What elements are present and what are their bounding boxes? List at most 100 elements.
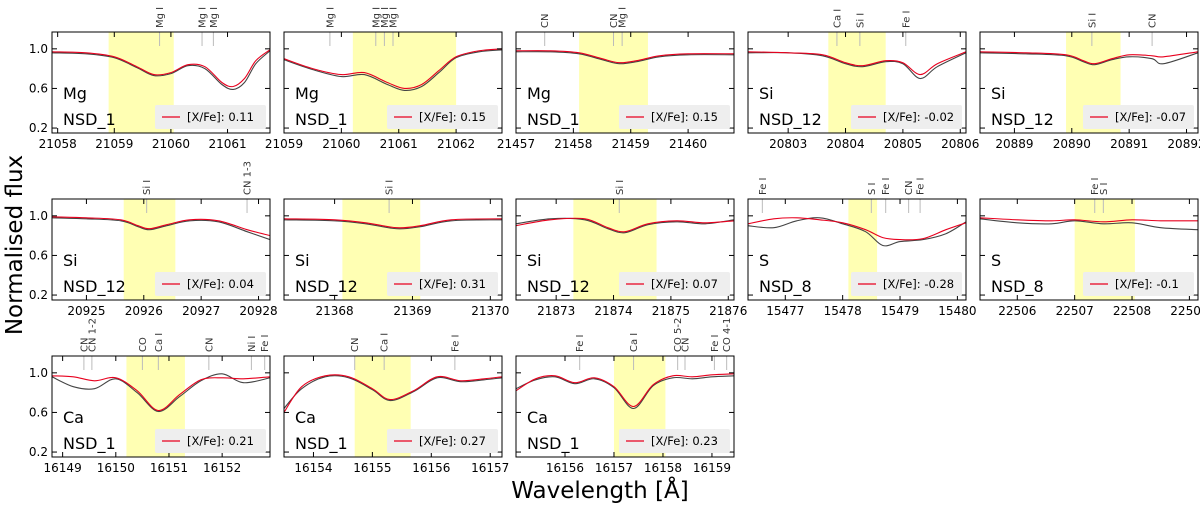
star-label: NSD_8 bbox=[991, 277, 1044, 297]
x-tick-label: 15477 bbox=[766, 304, 804, 318]
line-id-label: CO bbox=[138, 337, 149, 352]
axes-frame bbox=[51, 355, 271, 458]
observed-spectrum bbox=[980, 218, 1198, 231]
x-tick-label: 20805 bbox=[884, 137, 922, 151]
legend-box bbox=[851, 272, 962, 296]
observed-spectrum bbox=[748, 217, 966, 247]
y-tick-label: 0.6 bbox=[29, 248, 48, 262]
x-tick-label: 21459 bbox=[612, 137, 650, 151]
legend-label: [X/Fe]: -0.1 bbox=[1115, 277, 1179, 291]
x-tick-label: 21875 bbox=[652, 304, 690, 318]
element-label: S bbox=[991, 251, 1001, 270]
line-id-label: Mg I bbox=[198, 7, 209, 28]
x-tick-label: 20889 bbox=[995, 137, 1033, 151]
axes-frame bbox=[747, 31, 967, 134]
line-id-label: Fe I bbox=[260, 335, 271, 353]
x-tick-label: 16159 bbox=[693, 461, 731, 475]
line-id-label: S I bbox=[1099, 183, 1110, 195]
line-id-label: CN 1-3 bbox=[243, 161, 254, 195]
line-id-label: Si I bbox=[615, 180, 626, 195]
element-label: Ca bbox=[527, 408, 548, 427]
y-tick-label: 1.0 bbox=[29, 209, 48, 223]
line-id-label: Fe I bbox=[901, 11, 912, 29]
model-spectrum bbox=[516, 50, 734, 64]
line-id-label: Ca I bbox=[832, 9, 843, 28]
x-tick-label: 22506 bbox=[998, 304, 1036, 318]
star-label: NSD_12 bbox=[991, 110, 1054, 130]
legend: [X/Fe]: 0.07 bbox=[619, 272, 730, 296]
observed-spectrum bbox=[284, 49, 502, 92]
observed-spectrum bbox=[516, 51, 734, 65]
x-tick-label: 21061 bbox=[380, 137, 418, 151]
legend: [X/Fe]: -0.28 bbox=[851, 272, 962, 296]
model-spectrum bbox=[284, 218, 502, 229]
x-tick-label: 16150 bbox=[97, 461, 135, 475]
x-tick-label: 21060 bbox=[322, 137, 360, 151]
x-tick-label: 16154 bbox=[294, 461, 332, 475]
legend-label: [X/Fe]: 0.23 bbox=[651, 434, 718, 448]
legend: [X/Fe]: -0.07 bbox=[1083, 105, 1194, 129]
observed-spectrum bbox=[284, 219, 502, 230]
x-tick-label: 20803 bbox=[769, 137, 807, 151]
line-id-label: Si I bbox=[142, 180, 153, 195]
model-spectrum bbox=[52, 216, 270, 237]
legend-box bbox=[387, 105, 498, 129]
x-tick-label: 21370 bbox=[471, 304, 509, 318]
line-id-label: CN bbox=[79, 338, 90, 352]
x-tick-label: 21059 bbox=[95, 137, 133, 151]
star-label: NSD_8 bbox=[759, 277, 812, 297]
legend-label: [X/Fe]: -0.28 bbox=[883, 277, 954, 291]
x-tick-label: 20928 bbox=[239, 304, 277, 318]
line-id-label: CN bbox=[904, 181, 915, 195]
element-label: Mg bbox=[63, 84, 87, 103]
x-tick-label: 20892 bbox=[1167, 137, 1200, 151]
legend-box bbox=[155, 272, 266, 296]
model-spectrum bbox=[284, 374, 502, 413]
y-tick-label: 0.2 bbox=[29, 288, 48, 302]
model-spectrum bbox=[748, 51, 966, 76]
observed-spectrum bbox=[52, 373, 270, 413]
line-id-label: Fe I bbox=[450, 335, 461, 353]
y-tick-label: 1.0 bbox=[29, 366, 48, 380]
legend-label: [X/Fe]: 0.04 bbox=[187, 277, 254, 291]
line-id-label: Si I bbox=[385, 180, 396, 195]
axes-frame bbox=[283, 31, 503, 134]
legend-label: [X/Fe]: 0.21 bbox=[187, 434, 254, 448]
line-id-label: Ca I bbox=[154, 333, 165, 352]
observed-spectrum bbox=[980, 52, 1198, 66]
x-tick-label: 16149 bbox=[44, 461, 82, 475]
panel-5: Si I CN 20889 20890 20891 20892 Si NSD_12 [X/Fe]… bbox=[979, 13, 1200, 151]
model-spectrum bbox=[52, 49, 270, 88]
line-id-label: CN bbox=[609, 14, 620, 28]
legend-box bbox=[155, 105, 266, 129]
axes-frame bbox=[979, 31, 1199, 134]
line-id-label: S I bbox=[867, 183, 878, 195]
star-label: NSD_12 bbox=[63, 277, 126, 297]
observed-spectrum bbox=[52, 50, 270, 90]
line-id-label: CO 4-1 bbox=[722, 318, 733, 352]
legend: [X/Fe]: 0.11 bbox=[155, 105, 266, 129]
x-tick-label: 20891 bbox=[1110, 137, 1148, 151]
axes-frame bbox=[515, 355, 735, 458]
line-id-label: CN bbox=[350, 338, 361, 352]
legend-box bbox=[619, 429, 730, 453]
x-tick-label: 21874 bbox=[594, 304, 632, 318]
line-id-label: Ni I bbox=[247, 336, 258, 352]
x-tick-label: 16157 bbox=[471, 461, 509, 475]
legend: [X/Fe]: 0.15 bbox=[387, 105, 498, 129]
x-tick-label: 21457 bbox=[497, 137, 535, 151]
legend-label: [X/Fe]: -0.02 bbox=[883, 110, 954, 124]
line-id-label: Mg I bbox=[155, 7, 166, 28]
model-spectrum bbox=[980, 51, 1198, 65]
element-label: Mg bbox=[527, 84, 551, 103]
x-tick-label: 21060 bbox=[152, 137, 190, 151]
line-id-label: CN bbox=[681, 338, 692, 352]
y-tick-label: 0.2 bbox=[29, 445, 48, 459]
x-tick-label: 16152 bbox=[203, 461, 241, 475]
star-label: NSD_1 bbox=[63, 434, 116, 454]
axes-frame bbox=[283, 198, 503, 301]
star-label: NSD_12 bbox=[759, 110, 822, 130]
